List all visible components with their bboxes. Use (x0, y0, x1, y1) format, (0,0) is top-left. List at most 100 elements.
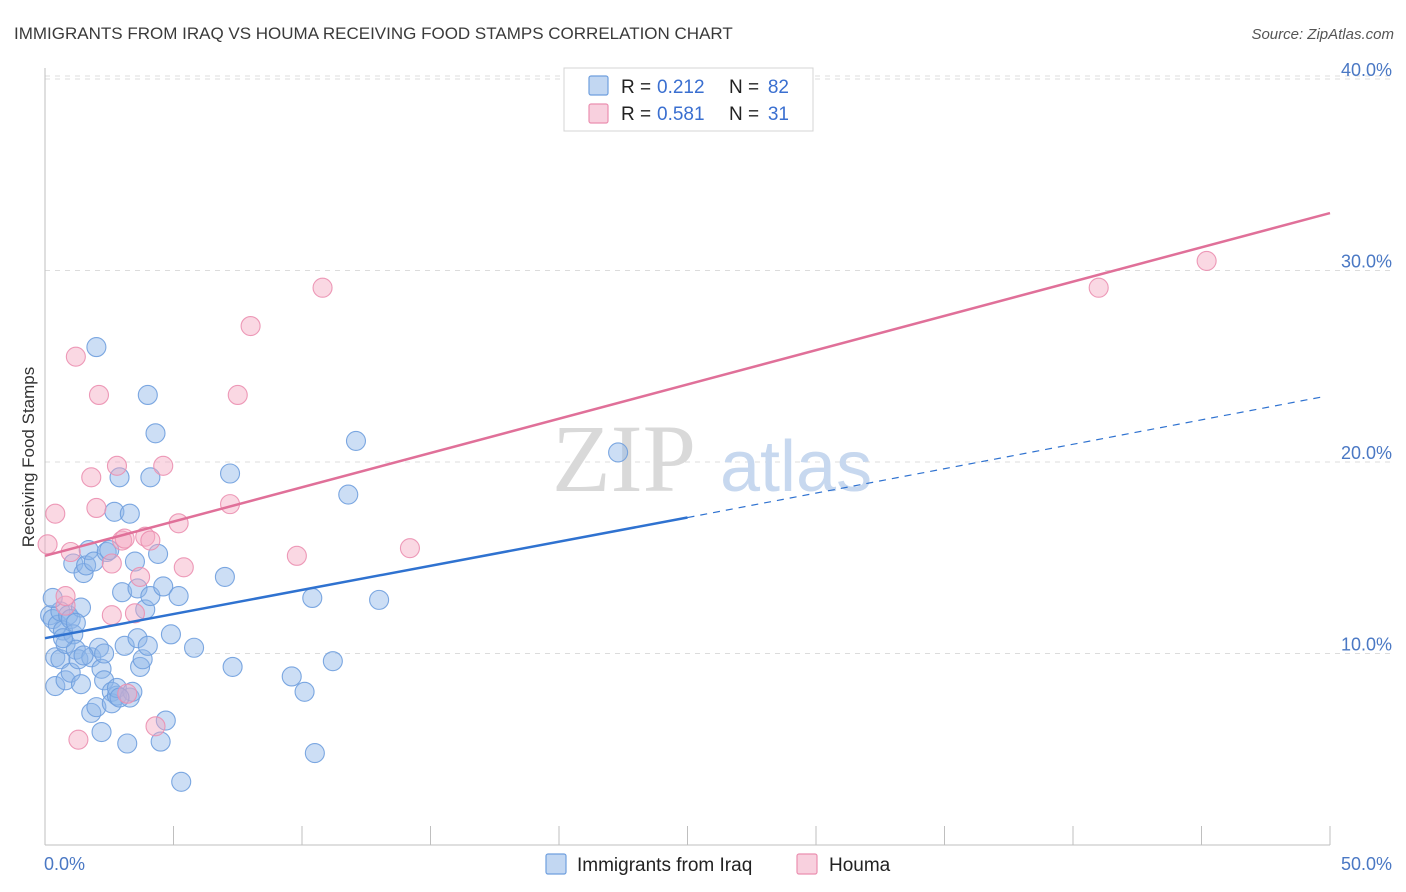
iraq-point-54 (140, 467, 161, 488)
houma-point-3 (55, 585, 76, 607)
iraq-point-76 (608, 442, 629, 463)
y-tick-labels: 10.0% 20.0% 30.0% 40.0% (1341, 60, 1392, 655)
bottom-legend-swatch-iraq (545, 853, 567, 875)
iraq-point-18 (70, 674, 92, 695)
bottom-legend: Immigrants from Iraq Houma (545, 853, 891, 876)
iraq-point-46 (124, 551, 145, 572)
trend-line-0 (44, 516, 688, 640)
iraq-point-6 (50, 649, 71, 670)
iraq-point-71 (304, 743, 325, 764)
chart-source: Source: ZipAtlas.com (1251, 26, 1394, 43)
iraq-point-67 (222, 656, 243, 677)
iraq-point-52 (137, 384, 158, 406)
houma-point-10 (101, 553, 122, 574)
legend-r-label-iraq: R = (621, 77, 651, 98)
iraq-point-65 (214, 566, 235, 587)
y-axis-label: Receiving Food Stamps (19, 367, 38, 547)
iraq-point-60 (155, 710, 176, 731)
y-tick-label-1: 20.0% (1341, 443, 1392, 463)
houma-point-28 (312, 277, 333, 298)
iraq-point-80 (52, 628, 74, 649)
houma-point-31 (1196, 250, 1217, 271)
iraq-point-29 (91, 721, 112, 743)
iraq-point-63 (171, 771, 192, 792)
x-tick-label-min: 0.0% (44, 854, 85, 874)
iraq-point-62 (168, 585, 189, 607)
iraq-point-73 (338, 484, 359, 505)
legend-n-value-iraq: 82 (768, 77, 789, 98)
houma-point-16 (124, 603, 145, 624)
houma-point-26 (240, 315, 261, 337)
iraq-point-56 (145, 423, 166, 444)
iraq-point-3 (45, 676, 66, 697)
gridlines (45, 75, 1392, 654)
houma-point-12 (106, 455, 128, 476)
legend-n-label-houma: N = (729, 104, 759, 125)
houma-point-7 (81, 467, 102, 488)
iraq-point-42 (117, 733, 138, 754)
houma-point-8 (86, 497, 107, 519)
trend-lines (44, 211, 1331, 640)
data-points (37, 250, 1217, 792)
houma-point-6 (68, 729, 89, 750)
watermark: ZIP atlas (552, 405, 872, 512)
legend-n-value-houma: 31 (768, 104, 789, 125)
houma-point-15 (117, 683, 138, 704)
legend-swatch-houma (588, 103, 609, 124)
houma-point-22 (168, 513, 189, 534)
iraq-point-75 (369, 589, 390, 610)
houma-point-23 (173, 557, 194, 578)
iraq-point-69 (294, 681, 315, 702)
houma-point-30 (1088, 277, 1109, 298)
watermark-atlas: atlas (720, 427, 872, 507)
iraq-point-44 (119, 503, 140, 524)
iraq-point-17 (70, 597, 92, 618)
iraq-point-64 (184, 637, 205, 658)
iraq-point-53 (137, 635, 158, 656)
houma-point-11 (101, 605, 122, 626)
houma-point-29 (399, 538, 420, 559)
bottom-legend-label-iraq: Immigrants from Iraq (577, 855, 752, 876)
houma-point-20 (145, 716, 166, 737)
bottom-legend-swatch-houma (796, 853, 818, 875)
legend-r-label-houma: R = (621, 104, 651, 125)
x-tick-label-max: 50.0% (1341, 854, 1392, 874)
iraq-point-31 (94, 670, 115, 691)
houma-point-27 (286, 545, 307, 566)
houma-point-21 (153, 455, 174, 476)
trend-line-extension-0 (687, 396, 1323, 519)
series-1 (37, 250, 1217, 750)
iraq-point-68 (281, 666, 302, 687)
houma-point-9 (88, 384, 110, 406)
legend-n-label-iraq: N = (729, 77, 759, 98)
x-axis-ticks (44, 826, 1331, 845)
iraq-point-30 (94, 643, 115, 664)
houma-point-19 (140, 530, 161, 551)
iraq-point-19 (73, 563, 94, 584)
iraq-point-61 (160, 624, 181, 645)
iraq-point-41 (114, 635, 135, 656)
legend-r-value-houma: 0.581 (657, 104, 705, 125)
houma-point-25 (227, 384, 248, 406)
y-tick-label-0: 10.0% (1341, 635, 1392, 655)
iraq-point-81 (65, 612, 86, 633)
houma-point-0 (37, 534, 58, 555)
houma-point-17 (130, 566, 151, 587)
iraq-point-77 (42, 587, 63, 609)
houma-point-1 (45, 503, 66, 524)
watermark-zip: ZIP (552, 405, 696, 512)
iraq-point-74 (345, 430, 367, 451)
iraq-point-49 (130, 656, 151, 677)
iraq-point-72 (322, 651, 343, 672)
trend-line-1 (44, 211, 1331, 558)
iraq-point-48 (127, 628, 148, 649)
iraq-point-50 (132, 649, 153, 670)
iraq-point-59 (153, 576, 174, 597)
iraq-point-26 (86, 697, 107, 718)
series-0 (40, 337, 629, 792)
iraq-point-66 (219, 463, 241, 484)
legend-box: R = 0.212 N = 82 R = 0.581 N = 31 (563, 67, 814, 132)
iraq-point-70 (302, 587, 323, 609)
legend-swatch-iraq (588, 75, 609, 96)
